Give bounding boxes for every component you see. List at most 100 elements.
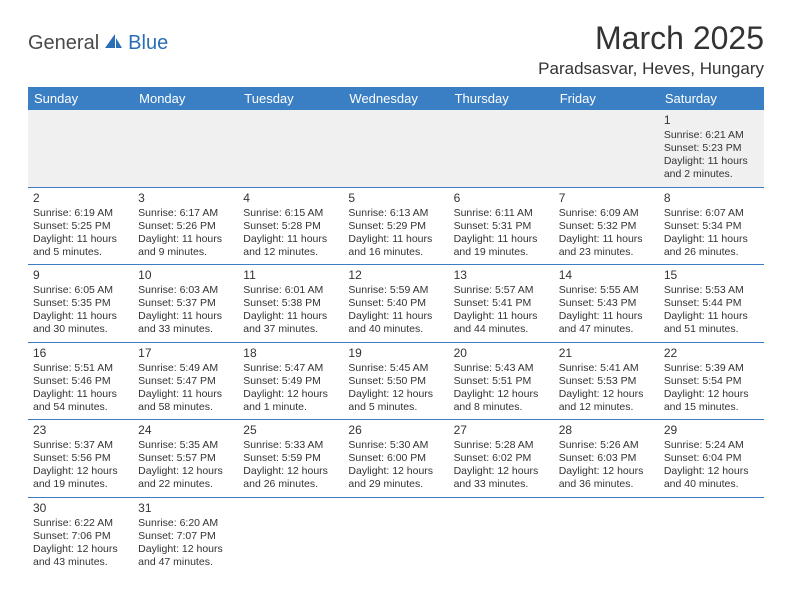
daylight-text: Daylight: 11 hours — [348, 233, 443, 246]
daylight-text: Daylight: 11 hours — [243, 310, 338, 323]
daylight-text: and 33 minutes. — [454, 478, 549, 491]
calendar-cell — [133, 110, 238, 187]
calendar-cell — [554, 110, 659, 187]
daylight-text: and 44 minutes. — [454, 323, 549, 336]
day-number: 25 — [243, 423, 338, 438]
sunset-text: Sunset: 5:40 PM — [348, 297, 443, 310]
day-number: 24 — [138, 423, 233, 438]
daylight-text: Daylight: 12 hours — [348, 465, 443, 478]
sunset-text: Sunset: 5:34 PM — [664, 220, 759, 233]
calendar-cell: 19Sunrise: 5:45 AMSunset: 5:50 PMDayligh… — [343, 342, 448, 420]
daylight-text: and 58 minutes. — [138, 401, 233, 414]
sunrise-text: Sunrise: 5:51 AM — [33, 362, 128, 375]
sunset-text: Sunset: 6:04 PM — [664, 452, 759, 465]
sunrise-text: Sunrise: 6:22 AM — [33, 517, 128, 530]
daylight-text: and 30 minutes. — [33, 323, 128, 336]
sunset-text: Sunset: 5:53 PM — [559, 375, 654, 388]
daylight-text: Daylight: 11 hours — [138, 233, 233, 246]
sunrise-text: Sunrise: 5:55 AM — [559, 284, 654, 297]
sunrise-text: Sunrise: 5:47 AM — [243, 362, 338, 375]
daylight-text: and 22 minutes. — [138, 478, 233, 491]
sunrise-text: Sunrise: 6:17 AM — [138, 207, 233, 220]
sunrise-text: Sunrise: 6:13 AM — [348, 207, 443, 220]
daylight-text: and 19 minutes. — [33, 478, 128, 491]
calendar-cell: 28Sunrise: 5:26 AMSunset: 6:03 PMDayligh… — [554, 420, 659, 498]
calendar-cell: 7Sunrise: 6:09 AMSunset: 5:32 PMDaylight… — [554, 187, 659, 265]
sunrise-text: Sunrise: 6:20 AM — [138, 517, 233, 530]
day-number: 7 — [559, 191, 654, 206]
daylight-text: and 43 minutes. — [33, 556, 128, 569]
month-title: March 2025 — [538, 20, 764, 57]
calendar-cell: 18Sunrise: 5:47 AMSunset: 5:49 PMDayligh… — [238, 342, 343, 420]
daylight-text: and 9 minutes. — [138, 246, 233, 259]
calendar-cell — [554, 497, 659, 574]
calendar-cell — [238, 497, 343, 574]
day-number: 1 — [664, 113, 759, 128]
calendar-cell: 3Sunrise: 6:17 AMSunset: 5:26 PMDaylight… — [133, 187, 238, 265]
day-number: 13 — [454, 268, 549, 283]
calendar-cell: 14Sunrise: 5:55 AMSunset: 5:43 PMDayligh… — [554, 265, 659, 343]
day-number: 4 — [243, 191, 338, 206]
day-number: 5 — [348, 191, 443, 206]
calendar-cell: 21Sunrise: 5:41 AMSunset: 5:53 PMDayligh… — [554, 342, 659, 420]
day-number: 2 — [33, 191, 128, 206]
calendar-cell — [28, 110, 133, 187]
sunrise-text: Sunrise: 5:33 AM — [243, 439, 338, 452]
sunrise-text: Sunrise: 5:35 AM — [138, 439, 233, 452]
daylight-text: and 12 minutes. — [243, 246, 338, 259]
daylight-text: and 5 minutes. — [33, 246, 128, 259]
daylight-text: Daylight: 12 hours — [138, 465, 233, 478]
daylight-text: and 8 minutes. — [454, 401, 549, 414]
day-number: 20 — [454, 346, 549, 361]
sunrise-text: Sunrise: 5:39 AM — [664, 362, 759, 375]
sunrise-text: Sunrise: 5:41 AM — [559, 362, 654, 375]
daylight-text: and 26 minutes. — [664, 246, 759, 259]
calendar-table: Sunday Monday Tuesday Wednesday Thursday… — [28, 87, 764, 574]
calendar-cell: 15Sunrise: 5:53 AMSunset: 5:44 PMDayligh… — [659, 265, 764, 343]
sunset-text: Sunset: 5:49 PM — [243, 375, 338, 388]
calendar-cell: 16Sunrise: 5:51 AMSunset: 5:46 PMDayligh… — [28, 342, 133, 420]
sunset-text: Sunset: 7:07 PM — [138, 530, 233, 543]
calendar-cell: 9Sunrise: 6:05 AMSunset: 5:35 PMDaylight… — [28, 265, 133, 343]
calendar-cell: 5Sunrise: 6:13 AMSunset: 5:29 PMDaylight… — [343, 187, 448, 265]
sunset-text: Sunset: 5:37 PM — [138, 297, 233, 310]
sunset-text: Sunset: 5:25 PM — [33, 220, 128, 233]
daylight-text: and 15 minutes. — [664, 401, 759, 414]
calendar-header-row: Sunday Monday Tuesday Wednesday Thursday… — [28, 87, 764, 110]
sunrise-text: Sunrise: 6:21 AM — [664, 129, 759, 142]
calendar-cell: 20Sunrise: 5:43 AMSunset: 5:51 PMDayligh… — [449, 342, 554, 420]
daylight-text: and 16 minutes. — [348, 246, 443, 259]
calendar-cell: 25Sunrise: 5:33 AMSunset: 5:59 PMDayligh… — [238, 420, 343, 498]
calendar-cell: 8Sunrise: 6:07 AMSunset: 5:34 PMDaylight… — [659, 187, 764, 265]
sunrise-text: Sunrise: 5:37 AM — [33, 439, 128, 452]
daylight-text: and 33 minutes. — [138, 323, 233, 336]
sunset-text: Sunset: 6:03 PM — [559, 452, 654, 465]
sunset-text: Sunset: 6:02 PM — [454, 452, 549, 465]
daylight-text: Daylight: 11 hours — [664, 233, 759, 246]
daylight-text: and 51 minutes. — [664, 323, 759, 336]
daylight-text: Daylight: 12 hours — [33, 543, 128, 556]
calendar-cell: 11Sunrise: 6:01 AMSunset: 5:38 PMDayligh… — [238, 265, 343, 343]
sunset-text: Sunset: 5:47 PM — [138, 375, 233, 388]
calendar-cell: 30Sunrise: 6:22 AMSunset: 7:06 PMDayligh… — [28, 497, 133, 574]
calendar-week-row: 9Sunrise: 6:05 AMSunset: 5:35 PMDaylight… — [28, 265, 764, 343]
sunset-text: Sunset: 5:54 PM — [664, 375, 759, 388]
day-header: Sunday — [28, 87, 133, 110]
daylight-text: Daylight: 12 hours — [454, 465, 549, 478]
calendar-cell — [343, 110, 448, 187]
daylight-text: Daylight: 11 hours — [454, 233, 549, 246]
sunset-text: Sunset: 5:29 PM — [348, 220, 443, 233]
daylight-text: and 40 minutes. — [664, 478, 759, 491]
sunrise-text: Sunrise: 5:45 AM — [348, 362, 443, 375]
day-number: 14 — [559, 268, 654, 283]
sunrise-text: Sunrise: 5:43 AM — [454, 362, 549, 375]
calendar-cell: 1Sunrise: 6:21 AMSunset: 5:23 PMDaylight… — [659, 110, 764, 187]
day-number: 3 — [138, 191, 233, 206]
daylight-text: Daylight: 11 hours — [33, 310, 128, 323]
day-header: Friday — [554, 87, 659, 110]
sunrise-text: Sunrise: 5:49 AM — [138, 362, 233, 375]
sunrise-text: Sunrise: 5:26 AM — [559, 439, 654, 452]
day-number: 19 — [348, 346, 443, 361]
calendar-cell: 26Sunrise: 5:30 AMSunset: 6:00 PMDayligh… — [343, 420, 448, 498]
daylight-text: Daylight: 12 hours — [664, 388, 759, 401]
